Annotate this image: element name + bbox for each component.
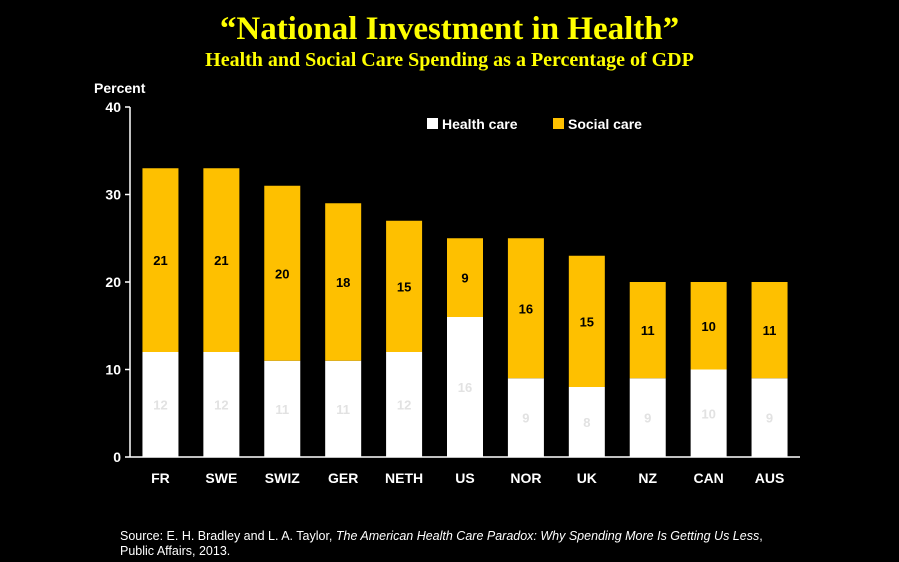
- x-tick-label: NOR: [510, 470, 541, 486]
- social-care-bar: [264, 185, 301, 361]
- health-care-bar: [507, 378, 544, 457]
- health-care-bar: [386, 352, 423, 457]
- health-care-value-label: 12: [153, 398, 167, 413]
- legend-label-health-care: Health care: [442, 116, 518, 132]
- x-tick-label: GER: [328, 470, 358, 486]
- legend-swatch-health-care: [427, 118, 438, 129]
- y-tick-label: 20: [105, 274, 121, 290]
- health-care-bar: [568, 387, 605, 457]
- social-care-bar: [447, 238, 483, 317]
- health-care-value-label: 9: [644, 411, 651, 426]
- social-care-bar: [507, 238, 544, 379]
- x-tick-label: NETH: [385, 470, 423, 486]
- social-care-value-label: 9: [461, 271, 468, 286]
- health-care-value-label: 12: [214, 398, 228, 413]
- social-care-value-label: 21: [214, 253, 228, 268]
- social-care-bar: [568, 255, 605, 387]
- y-tick-label: 10: [105, 362, 121, 378]
- x-tick-label: UK: [577, 470, 597, 486]
- social-care-bar: [142, 168, 179, 352]
- chart-subtitle: Health and Social Care Spending as a Per…: [205, 49, 694, 71]
- social-care-bar: [386, 220, 423, 352]
- x-tick-label: CAN: [693, 470, 723, 486]
- social-care-value-label: 11: [641, 323, 655, 338]
- source-publisher: Public Affairs, 2013.: [120, 544, 231, 558]
- health-care-bar: [690, 369, 727, 457]
- social-care-value-label: 15: [397, 279, 411, 294]
- x-tick-label: NZ: [638, 470, 657, 486]
- health-care-bar: [751, 378, 788, 457]
- health-care-value-label: 11: [336, 402, 350, 417]
- social-care-bar: [690, 282, 727, 370]
- social-care-bar: [325, 203, 362, 361]
- social-care-value-label: 18: [336, 275, 350, 290]
- health-care-bar: [629, 378, 666, 457]
- x-tick-label: SWIZ: [265, 470, 300, 486]
- health-care-value-label: 8: [583, 415, 590, 430]
- health-care-value-label: 12: [397, 398, 411, 413]
- health-care-bar: [447, 317, 483, 457]
- source-suffix: ,: [759, 529, 763, 543]
- social-care-bar: [751, 282, 788, 379]
- health-care-bar: [203, 352, 240, 457]
- source-book-title: The American Health Care Paradox: Why Sp…: [335, 529, 760, 543]
- x-tick-label: FR: [151, 470, 170, 486]
- social-care-bar: [629, 282, 666, 379]
- health-care-value-label: 9: [522, 411, 529, 426]
- health-care-value-label: 11: [275, 402, 289, 417]
- health-care-bar: [142, 352, 179, 457]
- social-care-value-label: 11: [763, 323, 777, 338]
- legend-label-social-care: Social care: [568, 116, 642, 132]
- social-care-value-label: 10: [701, 319, 715, 334]
- x-tick-label: US: [455, 470, 474, 486]
- social-care-value-label: 20: [275, 266, 289, 281]
- y-tick-label: 30: [105, 187, 121, 203]
- social-care-bar: [203, 168, 240, 352]
- health-care-value-label: 10: [701, 406, 715, 421]
- health-care-value-label: 16: [458, 380, 472, 395]
- social-care-value-label: 16: [519, 301, 533, 316]
- source-citation: Source: E. H. Bradley and L. A. Taylor, …: [120, 529, 880, 559]
- y-tick-label: 40: [105, 99, 121, 115]
- chart-title: “National Investment in Health”: [219, 11, 680, 47]
- y-tick-label: 0: [113, 449, 121, 465]
- source-prefix: Source: E. H. Bradley and L. A. Taylor,: [120, 529, 333, 543]
- x-tick-label: SWE: [205, 470, 237, 486]
- legend-swatch-social-care: [553, 118, 564, 129]
- stacked-bar-chart: 0 10 20 30 40 Percent 12 21 FR 12 21 SWE 11 20 SWIZ 11 1…: [94, 80, 800, 486]
- y-axis-label: Percent: [94, 80, 146, 96]
- social-care-value-label: 15: [580, 314, 594, 329]
- health-care-bar: [264, 360, 301, 457]
- health-care-value-label: 9: [766, 411, 773, 426]
- x-tick-label: AUS: [755, 470, 785, 486]
- social-care-value-label: 21: [153, 253, 167, 268]
- health-care-bar: [325, 360, 362, 457]
